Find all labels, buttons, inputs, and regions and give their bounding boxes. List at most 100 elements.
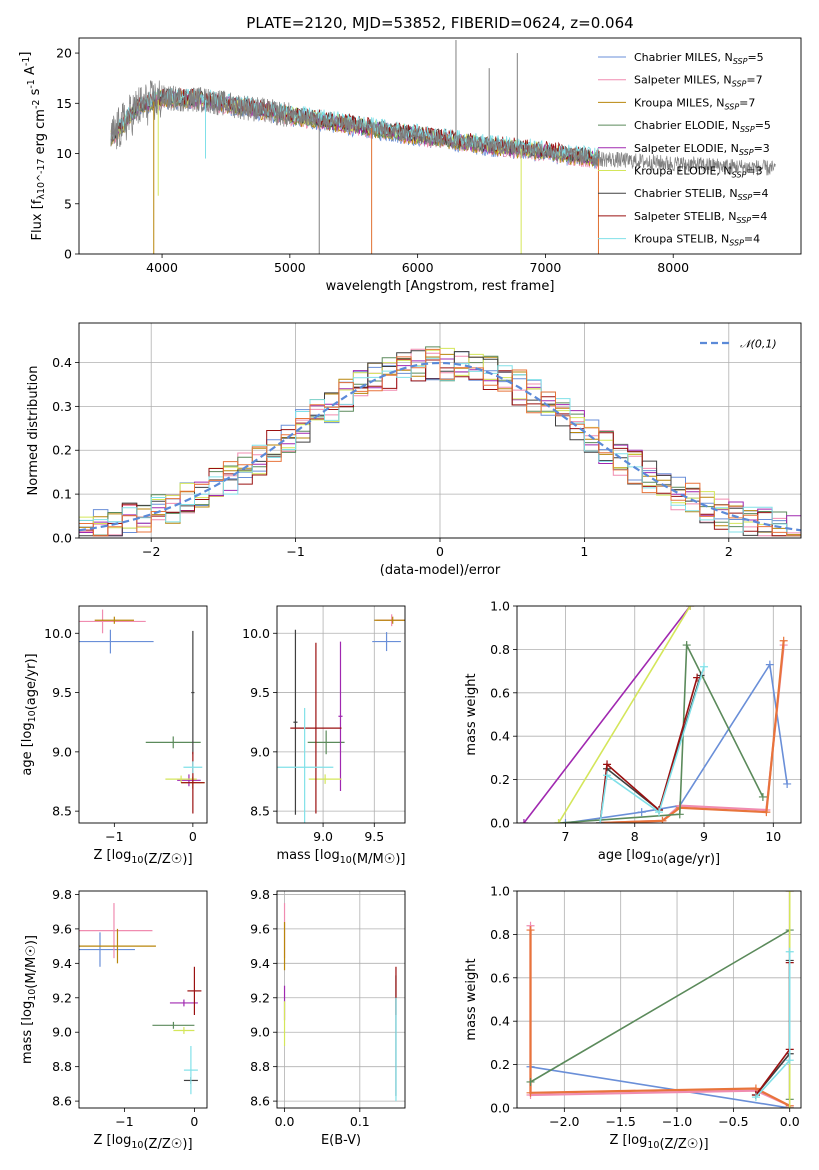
weight-point-marker <box>526 1088 535 1097</box>
weight-point-marker <box>700 662 709 671</box>
legend-series-name: Kroupa ELODIE, <box>634 165 723 178</box>
x-axis-label: Z [log10(Z/Z☉)] <box>609 1133 708 1152</box>
label-fragment: (age/yr)] <box>663 852 720 867</box>
weight-point-marker <box>637 808 646 817</box>
figure-title: PLATE=2120, MJD=53852, FIBERID=0624, z=0… <box>246 14 633 32</box>
weight-point-marker <box>785 947 794 956</box>
label-fragment: (M/M☉)] <box>352 852 406 867</box>
x-tick-label: 0.1 <box>350 1114 370 1129</box>
legend-n-label: N <box>716 96 724 109</box>
y-tick-label: 0.2 <box>52 443 72 458</box>
plot-area-weight-Z <box>526 891 794 1108</box>
residual-histogram <box>79 348 801 537</box>
legend-entry: Kroupa MILES, NSSP=7 <box>634 96 755 111</box>
weight-point-marker <box>693 673 702 682</box>
y-tick-label: 9.0 <box>52 1025 72 1040</box>
weight-point-marker <box>783 779 792 788</box>
panel-spectrum: 4000 5000 6000 7000 8000 0 5 10 15 20 wavelength [… <box>18 37 802 294</box>
x-tick-label: 6000 <box>402 260 434 275</box>
legend-n-subscript: SSP <box>729 239 744 248</box>
x-tick-label: −1 <box>105 829 123 844</box>
weight-point-marker <box>561 819 570 823</box>
plot-area-weight-age <box>519 606 792 823</box>
legend-series-name: Chabrier ELODIE, <box>634 119 732 132</box>
weight-point-marker <box>658 816 667 823</box>
x-tick-label: 9.5 <box>364 829 384 844</box>
legend-n-subscript: SSP <box>740 125 755 134</box>
legend-entry: Chabrier STELIB, NSSP=4 <box>634 187 768 202</box>
x-tick-label: −1 <box>286 544 304 559</box>
y-tick-label: 9.4 <box>250 956 270 971</box>
y-tick-label: 0.4 <box>490 1014 510 1029</box>
y-tick-label: 0.4 <box>490 729 510 744</box>
x-tick-label: −2 <box>142 544 160 559</box>
weight-point-marker <box>765 660 774 669</box>
axes-frame <box>516 890 802 1109</box>
y-axis-label: mass weight <box>464 958 479 1040</box>
legend-entry: Kroupa ELODIE, NSSP=3 <box>634 165 763 180</box>
weight-point-marker <box>519 819 528 823</box>
label-fragment: (data-model)/error <box>380 563 501 578</box>
y-tick-label: 10 <box>56 146 72 161</box>
legend-n-subscript: SSP <box>739 148 754 157</box>
label-fragment: Z [ <box>93 848 111 863</box>
legend-n-label: N <box>721 233 729 246</box>
label-fragment: A <box>23 66 38 79</box>
label-fragment: Z [ <box>609 1133 627 1148</box>
x-tick-label: 8000 <box>657 260 689 275</box>
legend-n-value: =4 <box>744 233 760 246</box>
y-tick-label: 0.2 <box>490 1057 510 1072</box>
label-fragment: Flux [f <box>30 199 45 240</box>
legend-n-subscript: SSP <box>733 57 748 66</box>
legend-entry: 𝒩(0,1) <box>740 338 777 351</box>
legend-series-name: Kroupa STELIB, <box>634 233 721 246</box>
label-fragment: 10 <box>131 855 143 866</box>
y-axis-label: age [log10(age/yr)] <box>20 653 39 775</box>
y-tick-label: 8.8 <box>52 1059 72 1074</box>
legend-n-value: =4 <box>751 210 767 223</box>
label-fragment: age [ <box>598 848 631 863</box>
y-tick-label: 9.8 <box>250 887 270 902</box>
gaussian-legend: 𝒩(0,1) <box>700 338 777 351</box>
legend-n-subscript: SSP <box>736 216 751 225</box>
legend-n-label: N <box>732 119 740 132</box>
axes-frame <box>78 37 802 255</box>
y-axis-label: mass weight <box>464 673 479 755</box>
label-fragment: 10 <box>131 1140 143 1151</box>
x-axis-label: (data-model)/error <box>380 563 501 578</box>
y-tick-label: 20 <box>56 46 72 61</box>
legend-entry: Salpeter STELIB, NSSP=4 <box>634 210 767 225</box>
x-tick-label: 5000 <box>274 260 306 275</box>
plot-area-age-mass <box>277 614 405 823</box>
axes-frame <box>78 605 208 824</box>
y-tick-label: 0.3 <box>52 399 72 414</box>
x-tick-label: −1 <box>115 1114 133 1129</box>
label-fragment: 10 <box>651 855 663 866</box>
label-fragment: log <box>20 722 35 742</box>
y-tick-label: 15 <box>56 96 72 111</box>
y-tick-label: 9.0 <box>52 744 72 759</box>
plot-area-mass-Z <box>79 903 202 1095</box>
y-tick-label: 0.8 <box>490 642 510 657</box>
label-fragment: -2 <box>31 100 42 109</box>
y-tick-label: 8.5 <box>52 804 72 819</box>
legend-n-value: =7 <box>746 74 762 87</box>
label-fragment: erg cm <box>33 109 48 158</box>
axes-frame <box>276 605 406 824</box>
weight-line <box>530 1066 790 1108</box>
label-fragment: (Z/Z☉)] <box>659 1137 708 1152</box>
y-tick-label: 9.0 <box>250 744 270 759</box>
x-tick-label: 0 <box>190 1114 198 1129</box>
x-tick-label: 0 <box>189 829 197 844</box>
y-tick-label: 9.0 <box>250 1025 270 1040</box>
gaussian-reference-curve <box>79 361 801 532</box>
x-tick-label: 9.0 <box>313 829 333 844</box>
legend-n-label: N <box>728 210 736 223</box>
x-tick-label: 0.0 <box>275 1114 295 1129</box>
x-tick-label: −2.0 <box>549 1114 579 1129</box>
label-fragment: log <box>320 848 340 863</box>
y-tick-label: 0.1 <box>52 487 72 502</box>
label-fragment: log <box>628 1133 648 1148</box>
y-tick-label: 8.5 <box>250 804 270 819</box>
weight-point-marker <box>779 636 788 645</box>
